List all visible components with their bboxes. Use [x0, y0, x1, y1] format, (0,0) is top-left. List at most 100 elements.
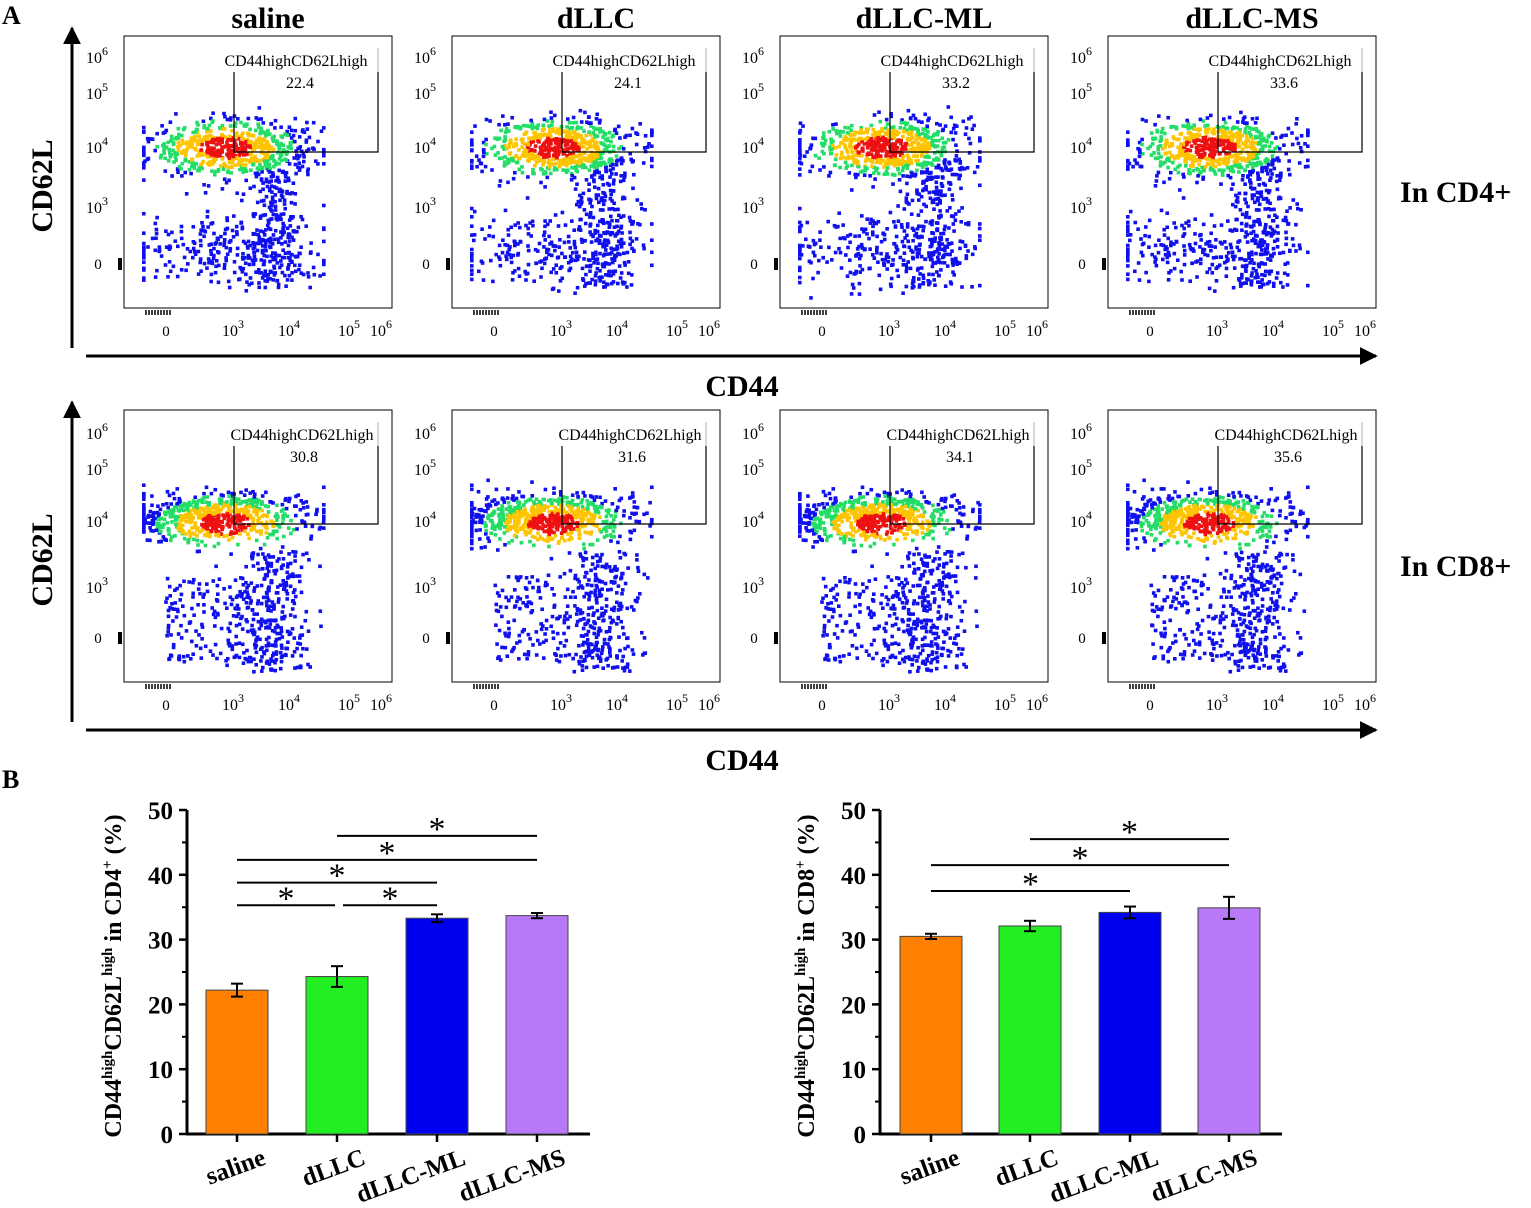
flow-event-dot	[541, 162, 545, 167]
flow-event-dot	[192, 166, 197, 170]
flow-event-dot	[260, 567, 265, 571]
flow-event-dot	[610, 207, 615, 211]
flow-event-dot	[484, 142, 488, 147]
tick-base: 10	[742, 200, 758, 217]
flow-event-dot	[1210, 262, 1215, 267]
flow-event-dot	[597, 200, 601, 205]
flow-event-dot	[1270, 131, 1275, 135]
flow-event-dot	[829, 137, 833, 141]
flow-event-dot	[583, 250, 587, 254]
flow-event-dot	[1172, 124, 1176, 129]
flow-event-dot	[202, 234, 206, 239]
flow-event-dot	[900, 168, 905, 173]
flow-event-dot	[798, 143, 802, 147]
flow-event-dot	[279, 629, 284, 633]
flow-event-dot	[924, 147, 929, 151]
flow-event-dot	[1166, 250, 1171, 255]
flow-event-dot	[891, 182, 895, 186]
flow-event-dot	[923, 137, 927, 142]
flow-event-dot	[1240, 228, 1244, 232]
flow-event-dot	[914, 133, 919, 137]
flow-event-dot	[901, 134, 905, 139]
flow-event-dot	[179, 229, 184, 234]
flow-event-dot	[1230, 135, 1235, 140]
flow-event-dot	[639, 202, 643, 206]
flow-event-dot	[924, 163, 928, 167]
flow-event-dot	[574, 168, 578, 172]
flow-event-dot	[269, 184, 274, 188]
flow-event-dot	[241, 239, 246, 244]
flow-event-dot	[1272, 229, 1277, 234]
flow-event-dot	[1244, 213, 1249, 217]
flow-event-dot	[223, 144, 228, 149]
flow-event-dot	[1264, 222, 1268, 227]
flow-event-dot	[1263, 207, 1267, 211]
tick-base: 10	[370, 697, 386, 714]
flow-event-dot	[1253, 238, 1258, 243]
flow-event-dot	[554, 130, 559, 135]
flow-event-dot	[224, 256, 228, 260]
flow-event-dot	[530, 156, 534, 161]
flow-event-dot	[605, 138, 610, 143]
flow-y-tick-mark	[118, 632, 122, 644]
flow-event-dot	[233, 578, 238, 582]
flow-event-dot	[537, 159, 542, 163]
flow-y-tick-label: 105	[86, 80, 108, 103]
flow-event-dot	[905, 166, 909, 171]
flow-event-dot	[1158, 160, 1163, 164]
flow-event-dot	[863, 168, 867, 173]
flow-event-dot	[491, 234, 495, 239]
flow-event-dot	[932, 158, 936, 162]
flow-event-dot	[858, 264, 862, 268]
flow-event-dot	[300, 217, 305, 222]
flow-event-dot	[880, 127, 884, 131]
flow-event-dot	[643, 134, 648, 138]
flow-event-dot	[1222, 168, 1226, 173]
flow-event-dot	[470, 166, 474, 170]
flow-event-dot	[557, 245, 561, 249]
flow-event-dot	[608, 252, 612, 256]
flow-event-dot	[1247, 215, 1252, 220]
flow-event-dot	[513, 223, 517, 227]
flow-event-dot	[957, 157, 961, 162]
flow-event-dot	[831, 144, 835, 148]
flow-event-dot	[594, 146, 598, 150]
flow-event-dot	[915, 154, 919, 158]
flow-event-dot	[516, 124, 520, 129]
flow-event-dot	[536, 123, 540, 127]
flow-event-dot	[1230, 154, 1234, 159]
flow-event-dot	[577, 204, 582, 209]
flow-event-dot	[630, 221, 635, 226]
flow-event-dot	[1167, 144, 1172, 149]
flow-event-dot	[153, 248, 158, 253]
flow-event-dot	[174, 151, 178, 156]
flow-event-dot	[250, 281, 254, 286]
flow-event-dot	[939, 152, 944, 157]
flow-event-dot	[1254, 269, 1258, 273]
flow-event-dot	[917, 235, 921, 240]
flow-event-dot	[1188, 157, 1193, 161]
flow-event-dot	[525, 150, 529, 155]
flow-event-dot	[1209, 248, 1213, 253]
flow-event-dot	[906, 260, 910, 264]
flow-event-dot	[230, 520, 234, 525]
flow-event-dot	[926, 144, 930, 148]
flow-event-dot	[514, 137, 518, 141]
flow-event-dot	[1193, 217, 1197, 221]
flow-event-dot	[205, 137, 210, 141]
flow-event-dot	[1266, 135, 1271, 139]
flow-event-dot	[945, 168, 950, 172]
flow-event-dot	[553, 248, 557, 253]
flow-event-dot	[820, 141, 824, 146]
flow-event-dot	[195, 130, 200, 135]
flow-event-dot	[877, 110, 881, 114]
flow-event-dot	[1275, 174, 1279, 178]
flow-event-dot	[245, 503, 250, 507]
flow-event-dot	[242, 256, 247, 260]
flow-event-dot	[809, 143, 814, 147]
flow-event-dot	[1172, 242, 1176, 246]
flow-event-dot	[954, 260, 959, 264]
flow-event-dot	[1255, 162, 1259, 167]
